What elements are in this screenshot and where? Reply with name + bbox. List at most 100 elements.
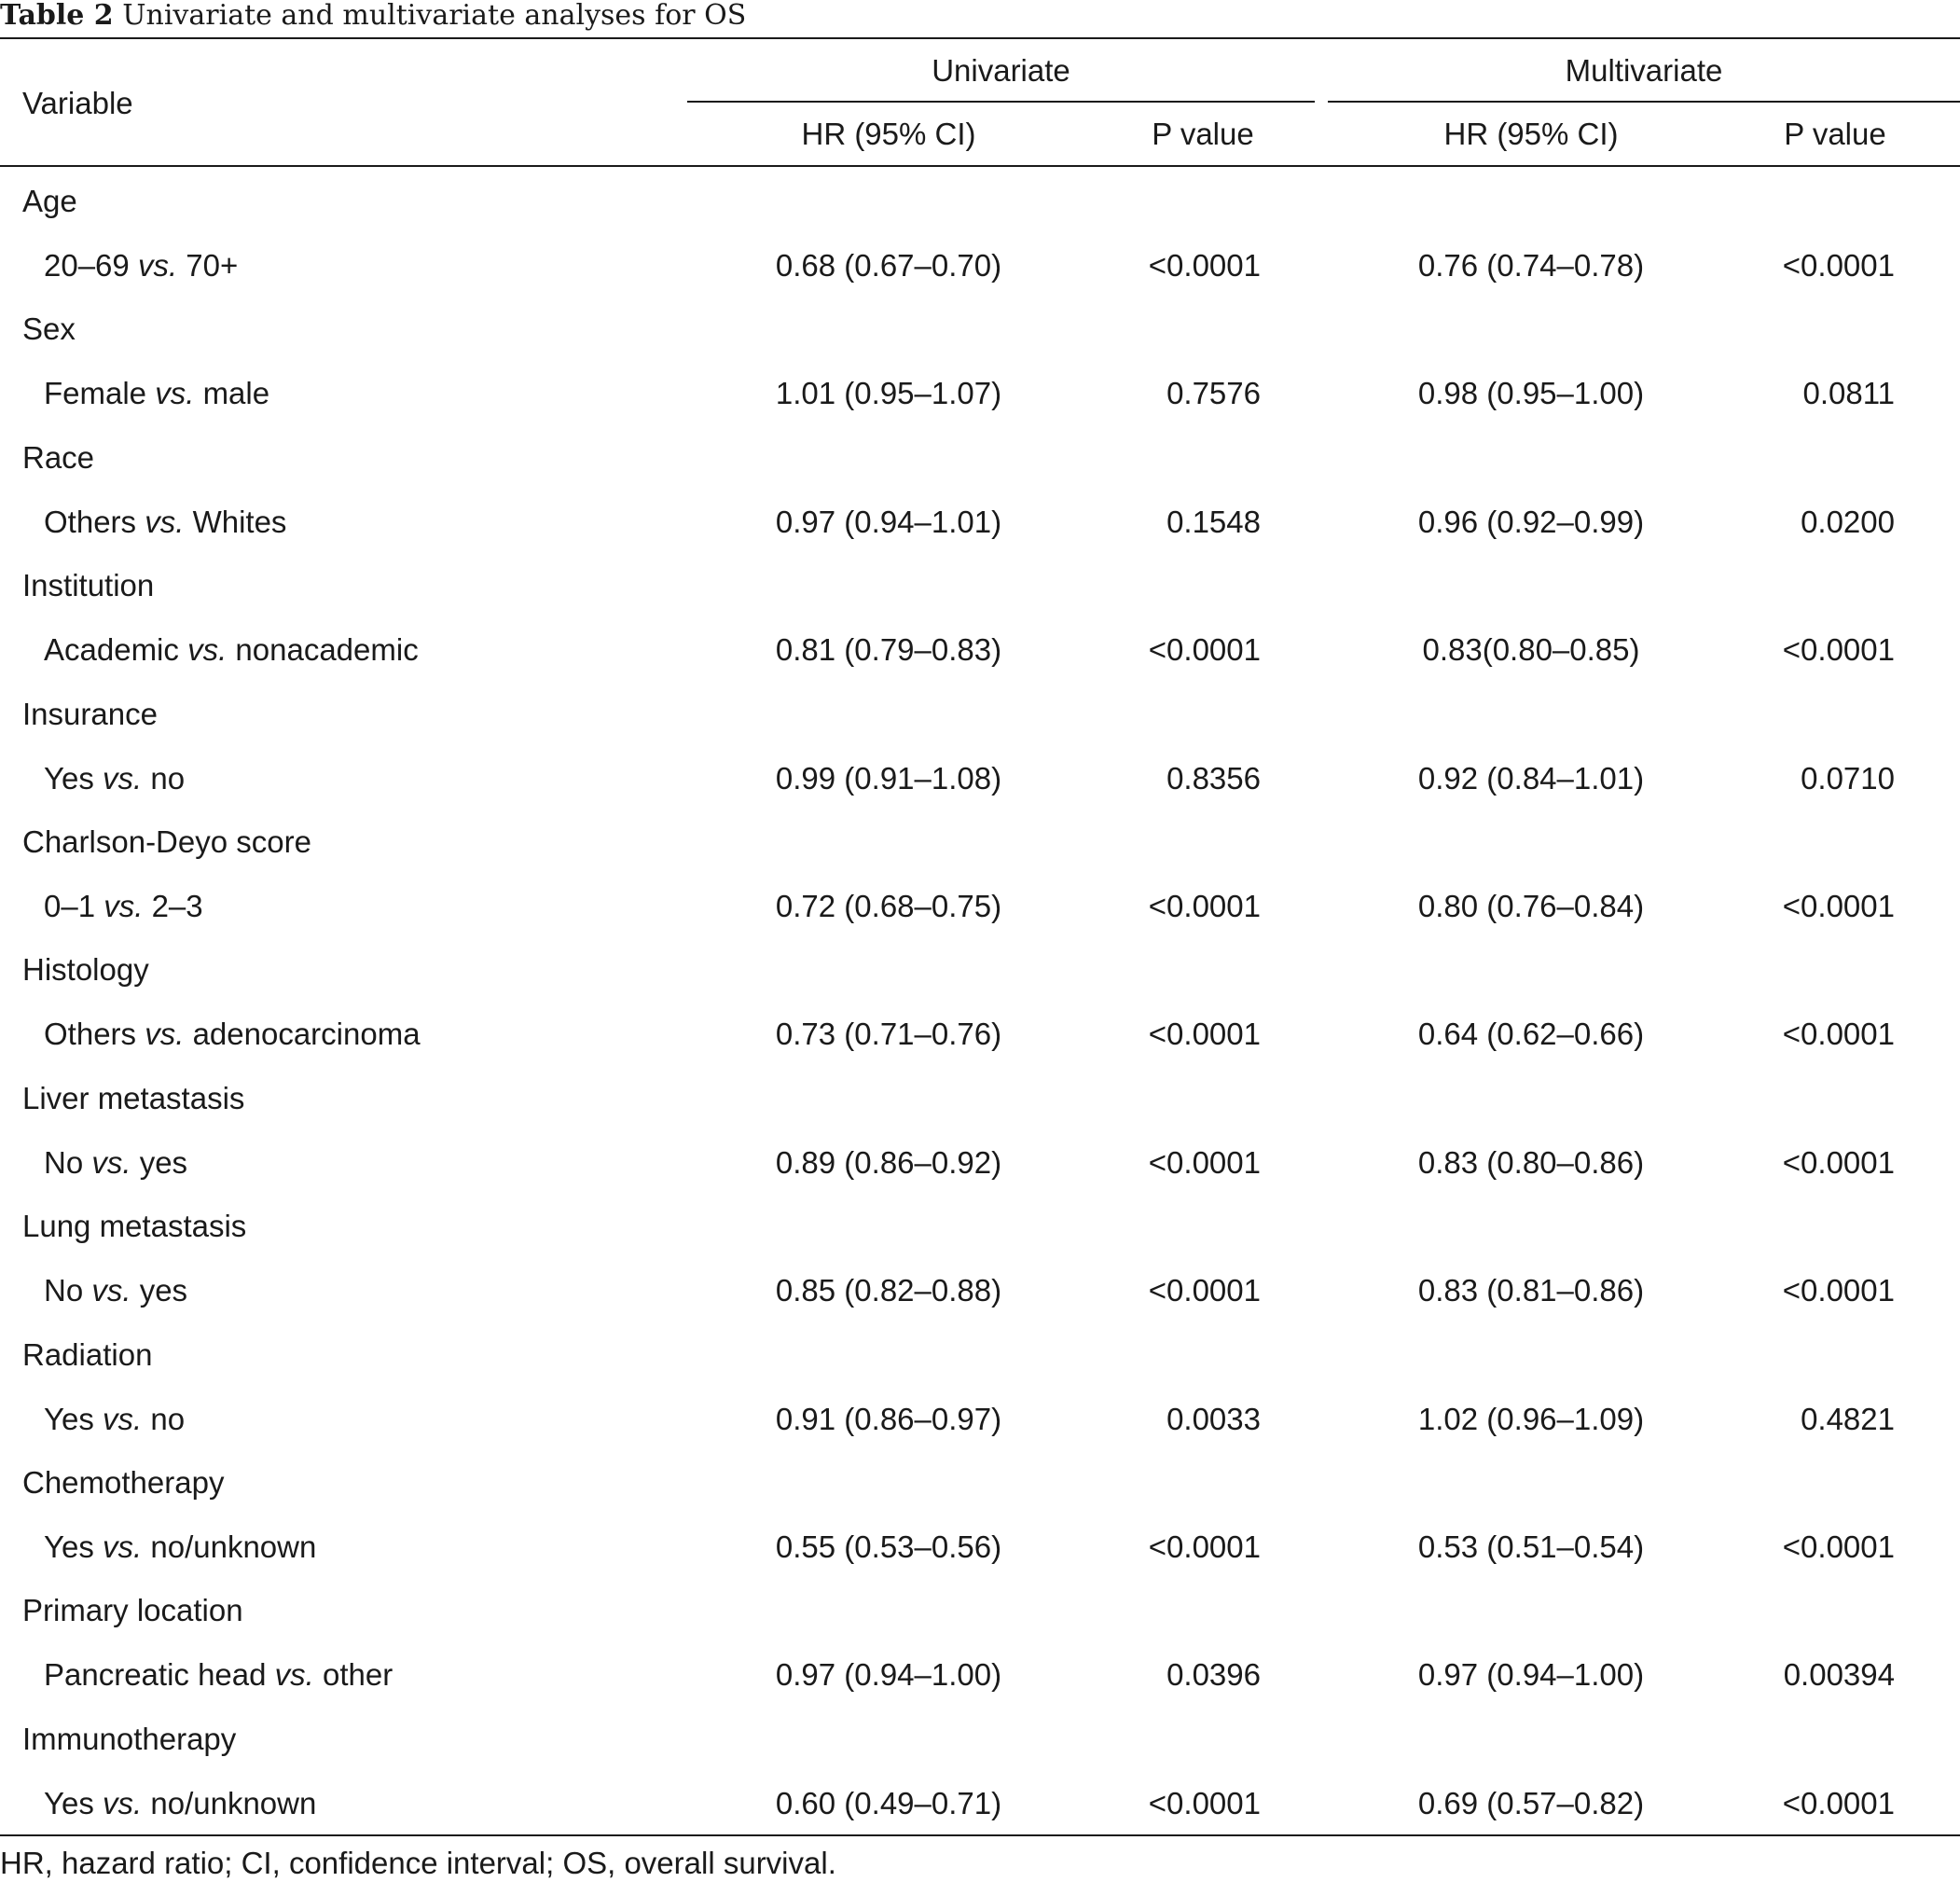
bottom-rule xyxy=(0,1834,1960,1836)
univariate-p-cell: 0.0033 xyxy=(1166,1402,1261,1436)
comparison-vs: vs. xyxy=(104,889,144,923)
comparison-vs: vs. xyxy=(103,1786,143,1820)
comparison-vs: vs. xyxy=(145,505,185,539)
multivariate-p-cell: <0.0001 xyxy=(1782,1273,1895,1308)
univariate-hr-cell: 0.99 (0.91–1.08) xyxy=(775,761,1002,796)
top-rule xyxy=(0,37,1960,39)
comparison-vs: vs. xyxy=(103,1402,143,1436)
variable-group-name: Sex xyxy=(22,311,76,346)
table-caption: Table 2 Univariate and multivariate anal… xyxy=(0,0,746,35)
multivariate-p-cell: 0.0200 xyxy=(1801,505,1895,539)
variable-group-name: Insurance xyxy=(22,697,158,731)
univariate-p-cell: <0.0001 xyxy=(1148,1273,1261,1308)
univariate-p-cell: <0.0001 xyxy=(1148,889,1261,923)
header-variable: Variable xyxy=(22,86,133,120)
comparison-vs: vs. xyxy=(145,1017,185,1051)
multivariate-p-cell: <0.0001 xyxy=(1782,889,1895,923)
comparison-reference: nonacademic xyxy=(235,632,419,667)
multivariate-p-cell: 0.0811 xyxy=(1802,376,1895,410)
variable-group-name: Chemotherapy xyxy=(22,1465,225,1500)
comparison-reference: 2–3 xyxy=(151,889,203,923)
comparison-reference: yes xyxy=(139,1145,188,1180)
header-multivariate: Multivariate xyxy=(1565,53,1723,88)
comparison-level: Yes xyxy=(44,1402,94,1436)
comparison-reference: no xyxy=(150,1402,186,1436)
comparison-vs: vs. xyxy=(137,248,178,283)
comparison-level: Others xyxy=(44,505,137,539)
multivariate-hr-cell: 0.76 (0.74–0.78) xyxy=(1417,248,1645,283)
table-title: Univariate and multivariate analyses for… xyxy=(122,0,747,32)
variable-comparison: Academic vs. nonacademic xyxy=(44,631,419,669)
univariate-hr-cell: 0.97 (0.94–1.00) xyxy=(775,1657,1002,1692)
multivariate-hr-cell: 0.96 (0.92–0.99) xyxy=(1417,505,1645,539)
variable-comparison: Yes vs. no/unknown xyxy=(44,1529,316,1566)
comparison-level: Female xyxy=(44,376,147,410)
comparison-vs: vs. xyxy=(187,632,228,667)
multivariate-p-cell: 0.0710 xyxy=(1801,761,1895,796)
comparison-level: Yes xyxy=(44,1529,94,1564)
univariate-p-cell: <0.0001 xyxy=(1148,1017,1261,1051)
multivariate-p-cell: <0.0001 xyxy=(1782,1017,1895,1051)
comparison-reference: yes xyxy=(139,1273,188,1308)
univariate-hr-cell: 0.73 (0.71–0.76) xyxy=(775,1017,1002,1051)
univariate-p-cell: 0.7576 xyxy=(1166,376,1261,410)
header-multi-hr: HR (95% CI) xyxy=(1443,117,1619,151)
comparison-level: 0–1 xyxy=(44,889,96,923)
comparison-level: Yes xyxy=(44,1786,94,1820)
comparison-vs: vs. xyxy=(91,1273,131,1308)
variable-group-name: Primary location xyxy=(22,1593,243,1627)
multivariate-hr-cell: 1.02 (0.96–1.09) xyxy=(1417,1402,1645,1436)
comparison-level: Yes xyxy=(44,761,94,796)
multivariate-hr-cell: 0.97 (0.94–1.00) xyxy=(1417,1657,1645,1692)
multivariate-p-cell: 0.00394 xyxy=(1783,1657,1895,1692)
table-footnote: HR, hazard ratio; CI, confidence interva… xyxy=(0,1846,836,1880)
multivariate-hr-cell: 0.69 (0.57–0.82) xyxy=(1417,1786,1645,1820)
comparison-level: Pancreatic head xyxy=(44,1657,267,1692)
univariate-p-cell: <0.0001 xyxy=(1148,1529,1261,1564)
comparison-level: 20–69 xyxy=(44,248,130,283)
table-label: Table 2 xyxy=(0,0,114,32)
header-multi-p: P value xyxy=(1784,117,1886,151)
comparison-vs: vs. xyxy=(103,1529,143,1564)
variable-group-name: Race xyxy=(22,440,95,475)
univariate-p-cell: 0.0396 xyxy=(1166,1657,1261,1692)
variable-group-name: Lung metastasis xyxy=(22,1209,247,1243)
multivariate-p-cell: <0.0001 xyxy=(1782,1145,1895,1180)
univariate-span-rule xyxy=(687,101,1315,103)
multivariate-p-cell: <0.0001 xyxy=(1782,248,1895,283)
comparison-reference: no/unknown xyxy=(150,1786,317,1820)
comparison-reference: adenocarcinoma xyxy=(192,1017,421,1051)
comparison-reference: Whites xyxy=(192,505,287,539)
multivariate-hr-cell: 0.92 (0.84–1.01) xyxy=(1417,761,1645,796)
multivariate-p-cell: 0.4821 xyxy=(1801,1402,1895,1436)
variable-group-name: Radiation xyxy=(22,1337,153,1372)
comparison-level: No xyxy=(44,1145,84,1180)
univariate-hr-cell: 1.01 (0.95–1.07) xyxy=(775,376,1002,410)
multivariate-hr-cell: 0.83(0.80–0.85) xyxy=(1422,632,1640,667)
variable-comparison: Yes vs. no xyxy=(44,1401,185,1438)
variable-comparison: 20–69 vs. 70+ xyxy=(44,247,238,284)
univariate-p-cell: 0.1548 xyxy=(1166,505,1261,539)
multivariate-hr-cell: 0.80 (0.76–0.84) xyxy=(1417,889,1645,923)
multivariate-hr-cell: 0.83 (0.80–0.86) xyxy=(1417,1145,1645,1180)
univariate-p-cell: <0.0001 xyxy=(1148,632,1261,667)
header-rule xyxy=(0,165,1960,167)
comparison-reference: 70+ xyxy=(186,248,239,283)
univariate-hr-cell: 0.85 (0.82–0.88) xyxy=(775,1273,1002,1308)
multivariate-hr-cell: 0.64 (0.62–0.66) xyxy=(1417,1017,1645,1051)
variable-group-name: Institution xyxy=(22,568,155,602)
header-univariate: Univariate xyxy=(932,53,1070,88)
variable-comparison: Others vs. adenocarcinoma xyxy=(44,1016,421,1053)
multivariate-span-rule xyxy=(1328,101,1960,103)
univariate-hr-cell: 0.89 (0.86–0.92) xyxy=(775,1145,1002,1180)
univariate-p-cell: <0.0001 xyxy=(1148,1145,1261,1180)
comparison-level: No xyxy=(44,1273,84,1308)
univariate-hr-cell: 0.97 (0.94–1.01) xyxy=(775,505,1002,539)
comparison-vs: vs. xyxy=(155,376,195,410)
univariate-hr-cell: 0.91 (0.86–0.97) xyxy=(775,1402,1002,1436)
variable-group-name: Age xyxy=(22,184,77,218)
multivariate-p-cell: <0.0001 xyxy=(1782,632,1895,667)
multivariate-p-cell: <0.0001 xyxy=(1782,1786,1895,1820)
multivariate-hr-cell: 0.83 (0.81–0.86) xyxy=(1417,1273,1645,1308)
univariate-hr-cell: 0.72 (0.68–0.75) xyxy=(775,889,1002,923)
